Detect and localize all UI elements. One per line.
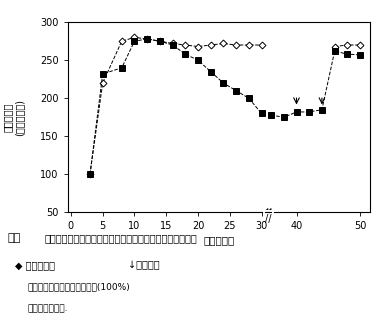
Text: ↓窒素供給: ↓窒素供給 (128, 260, 159, 270)
Text: 通常大気濃度での光合成速度(100%): 通常大気濃度での光合成速度(100%) (27, 282, 130, 291)
Text: に対する相対値.: に対する相対値. (27, 304, 68, 313)
Text: //: // (265, 214, 271, 224)
X-axis label: 処理後日数: 処理後日数 (203, 236, 234, 246)
Text: 光合成速度
(相対値　％): 光合成速度 (相対値 ％) (3, 99, 24, 136)
Text: ◆ 新梢伸長樹: ◆ 新梢伸長樹 (15, 260, 55, 270)
Text: ブドウの高濃度炭酸ガス条件下における光合成効率の変化: ブドウの高濃度炭酸ガス条件下における光合成効率の変化 (45, 233, 197, 243)
Text: 図１: 図１ (8, 233, 21, 243)
